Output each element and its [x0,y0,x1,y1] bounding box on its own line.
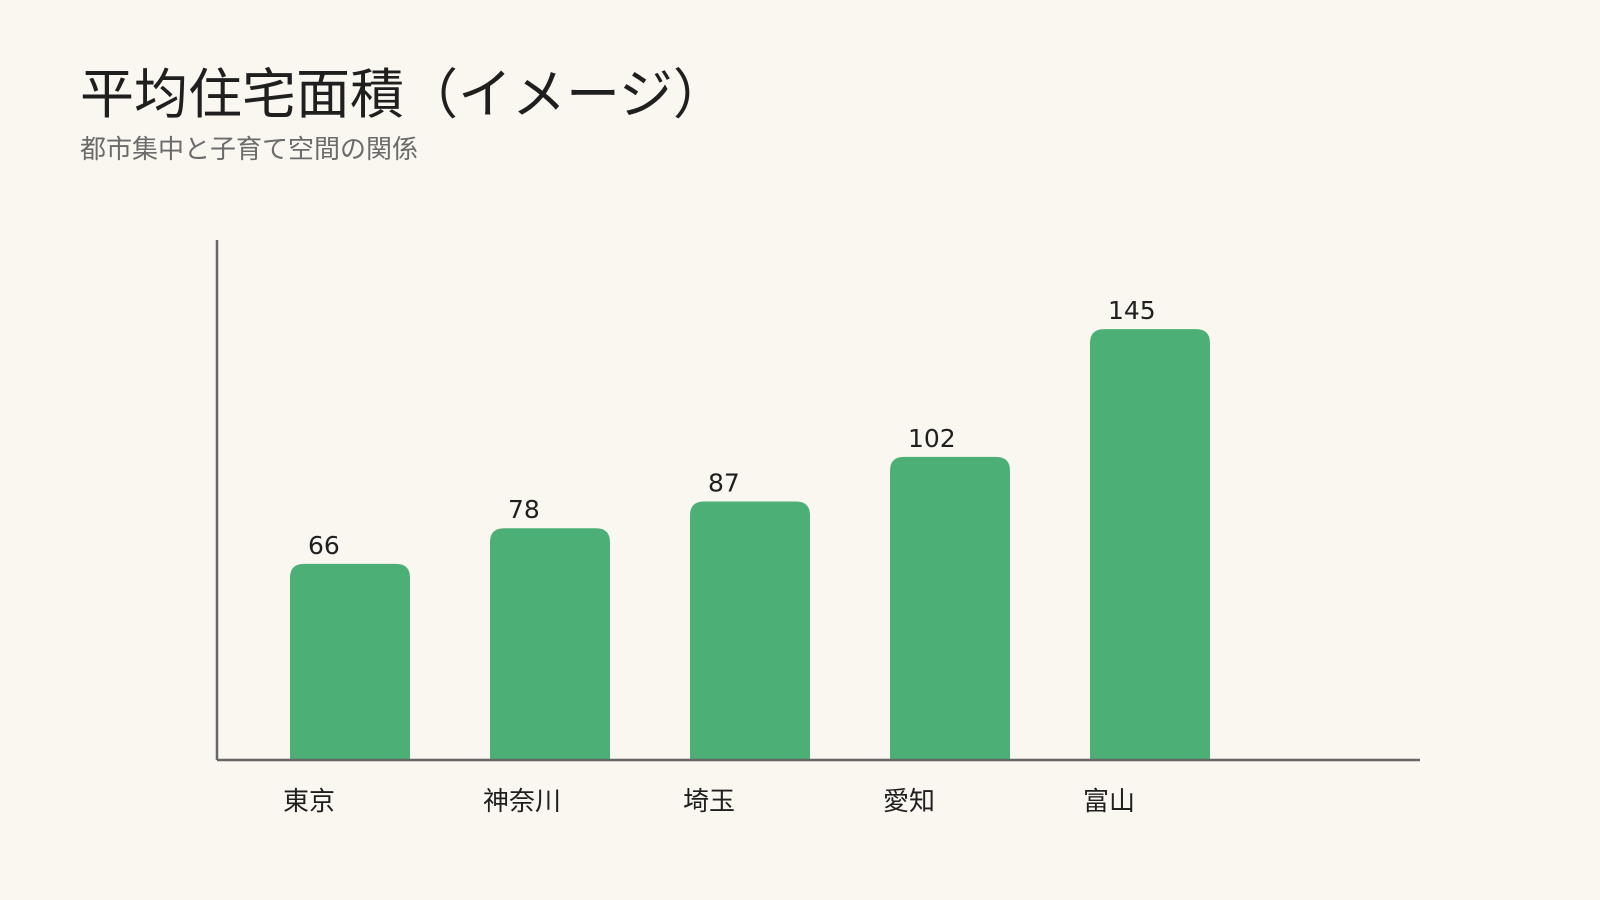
value-label-3: 87 [708,468,740,497]
bar-2 [490,528,610,760]
chart-subtitle: 都市集中と子育て空間の関係 [80,135,419,165]
category-label-5: 富山 [1083,787,1135,817]
value-label-4: 102 [908,424,956,453]
value-label-1: 66 [308,531,340,560]
bar-1 [290,563,410,760]
bar-3 [690,501,810,760]
category-label-3: 埼玉 [683,787,735,817]
value-labels-group: 66 78 87 102 145 [308,296,1156,560]
category-labels-group: 東京 神奈川 埼玉 愛知 富山 [283,787,1135,817]
category-label-2: 神奈川 [483,787,561,817]
chart-title: 平均住宅面積（イメージ） [80,63,727,126]
bars-group [290,329,1210,760]
value-label-2: 78 [508,495,540,524]
category-label-4: 愛知 [883,787,935,817]
chart-header: 平均住宅面積（イメージ） 都市集中と子育て空間の関係 [80,60,1180,168]
bar-5 [1090,329,1210,760]
value-label-5: 145 [1108,296,1156,325]
bar-4 [890,456,1010,760]
category-label-1: 東京 [283,787,335,817]
